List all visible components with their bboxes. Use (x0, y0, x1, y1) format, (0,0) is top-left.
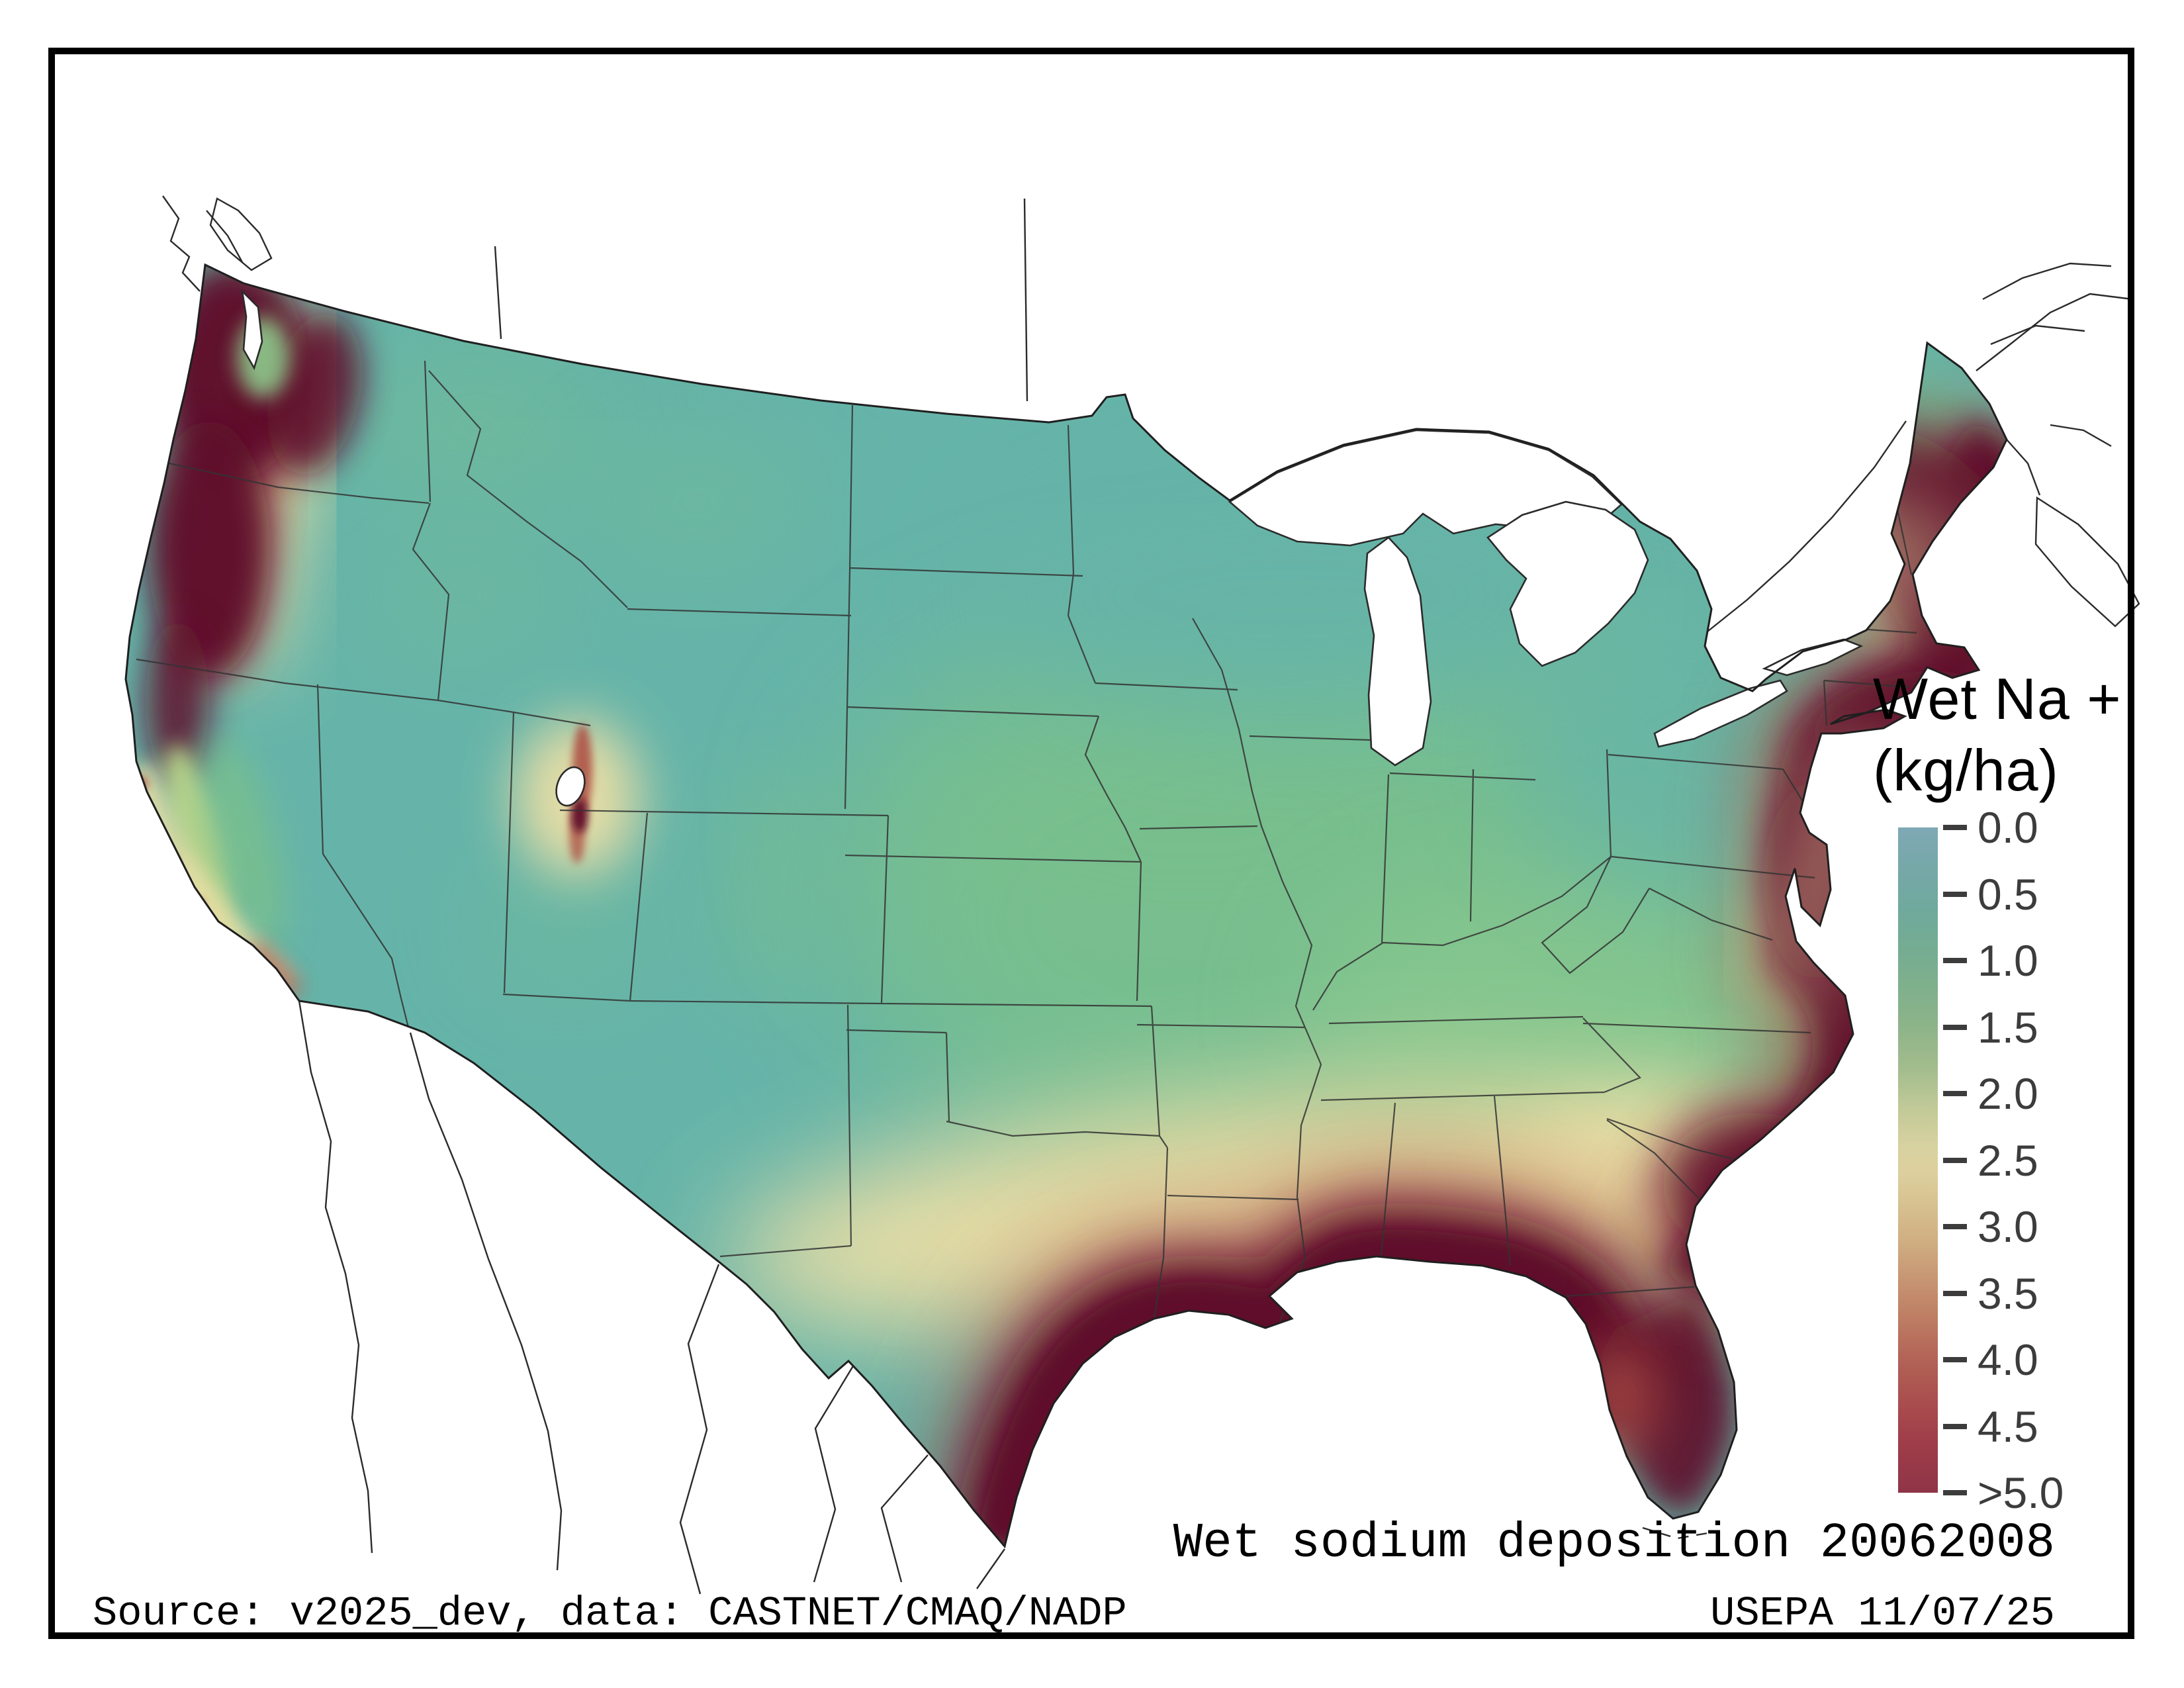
us-border-outline (124, 263, 2008, 1549)
lake-erie (1653, 679, 1788, 748)
lake-huron (1486, 500, 1649, 667)
florida-keys-line (1642, 1526, 1716, 1540)
figure-frame (48, 48, 2134, 1639)
mexico-state-line (679, 1264, 720, 1595)
figure-source: Source: v2025_dev, data: CASTNET/CMAQ/NA… (93, 1590, 1127, 1637)
legend-title-line1: Wet Na + (1873, 666, 2122, 731)
legend-title-line2: (kg/ha) (1873, 737, 2059, 803)
neighbor-country-outlines (162, 195, 2140, 1595)
nova-scotia-outline (2034, 496, 2140, 628)
figure-agency: USEPA 11/07/25 (1710, 1590, 2055, 1637)
vancouver-island-outline (209, 197, 273, 271)
puget-sound (241, 289, 263, 371)
figure-title: Wet sodium deposition 20062008 (1173, 1516, 2055, 1571)
colorbar-gradient (1898, 827, 1938, 1493)
mexico-state-line (880, 1454, 929, 1583)
mexico-state-line (813, 1364, 855, 1583)
legend-title: Wet Na + (kg/ha) (1873, 663, 2122, 806)
great-lakes (241, 289, 1864, 807)
lake-ontario (1762, 638, 1864, 677)
lake-michigan (1363, 536, 1432, 767)
great-salt-lake (555, 766, 586, 807)
baja-outline (298, 1000, 373, 1554)
